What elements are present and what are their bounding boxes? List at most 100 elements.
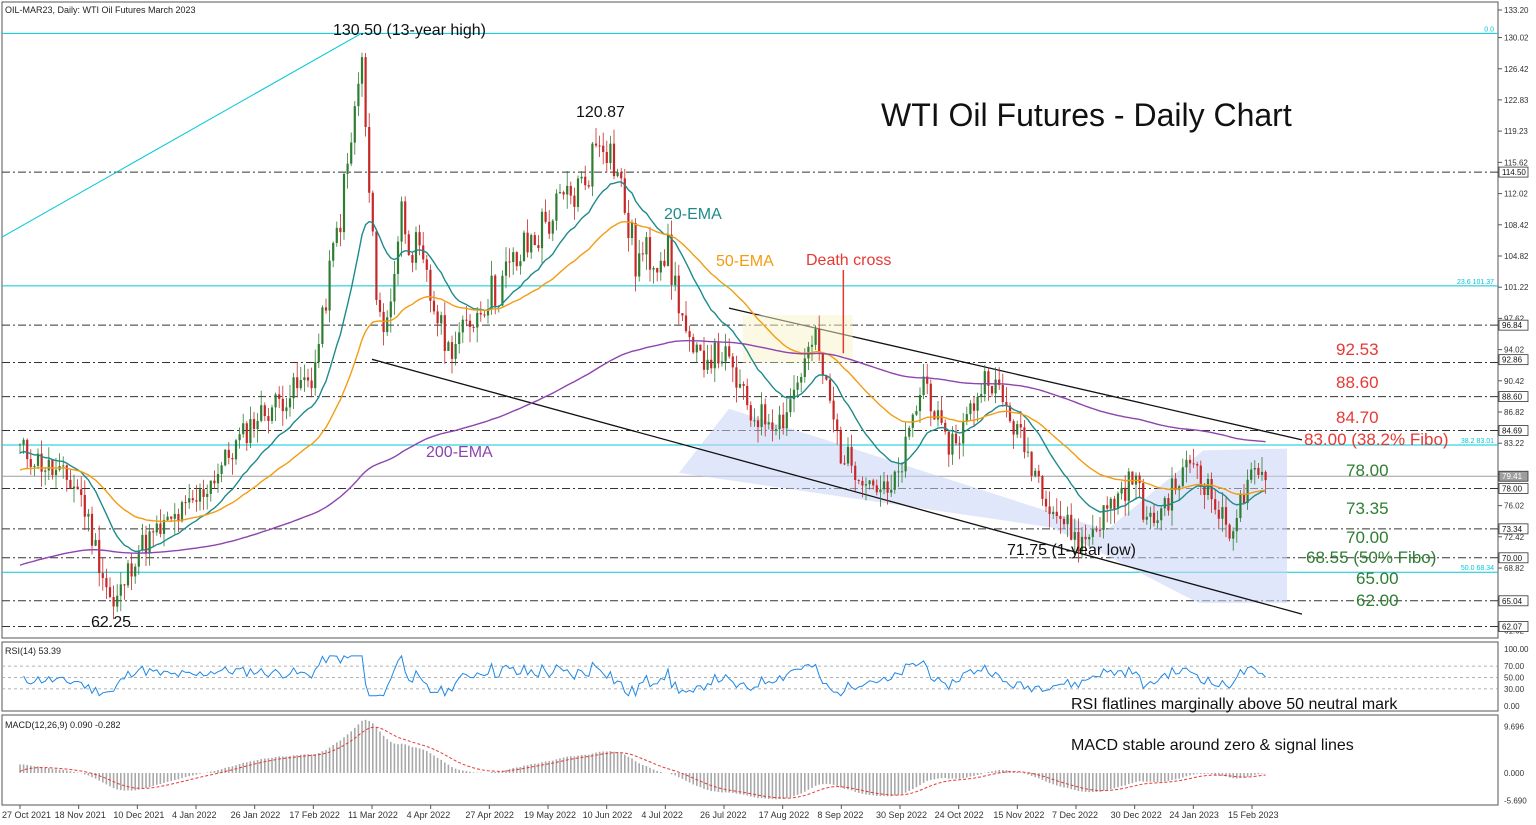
candle-body [767,422,770,425]
candle-body [281,398,284,412]
candle-body [533,235,536,246]
candle-body [364,57,367,128]
candle-body [1235,518,1238,532]
candle-body [350,142,353,164]
candle-body [180,502,184,522]
candle-body [713,342,716,369]
candle-body [800,376,803,383]
candle-body [720,361,724,364]
candle-body [256,420,259,429]
candle-body [191,498,194,501]
candle-body [771,422,774,430]
axes-layer: 133.20 130.02 126.42 122.83 119.23 115.62 112.… [2,6,1529,820]
candle-body [519,261,522,267]
candle-body [1260,471,1264,475]
candle-body [515,252,518,267]
candle-body [328,260,331,311]
price-tag-box [1498,552,1529,564]
candle-body [414,232,418,263]
candle-body [80,489,83,496]
candle-body [447,342,450,351]
candle-body [375,231,378,301]
x-axis-tick-label: 7 Dec 2022 [1052,810,1098,820]
candle-body [353,106,356,143]
candle-body [630,222,634,239]
candle-body [994,379,997,394]
candle-body [764,404,767,425]
candle-body [573,195,576,207]
candle-body [148,531,151,554]
candle-body [569,185,572,196]
candle-body [206,493,209,497]
candle-body [728,346,731,357]
candle-body [828,379,832,401]
candle-body [663,260,666,266]
candle-body [490,275,493,310]
candle-body [627,212,630,239]
candle-body [450,342,454,359]
support-70-label: 70.00 [1346,528,1389,547]
candle-body [983,371,986,395]
candle-body [1088,536,1091,540]
chart-title: WTI Oil Futures - Daily Chart [881,97,1292,133]
fibo-level-label: 0.0 [1484,26,1494,33]
ema-layer: 20-EMA 50-EMA 200-EMA [19,181,1266,566]
candle-body [1080,536,1084,552]
candle-body [522,232,526,262]
candle-body [400,201,403,242]
candle-body [242,423,245,435]
rsi-layer: 100.00 70.00 50.00 30.00 0.00 [2,645,1529,711]
candle-body [605,152,608,164]
price-tag-box [1498,319,1529,331]
candle-body [465,319,468,321]
x-axis-tick-label: 30 Sep 2022 [876,810,927,820]
symbol-title: OIL-MAR23, Daily: WTI Oil Futures March … [5,5,196,15]
candle-body [843,463,846,465]
candle-body [555,193,558,221]
resistance-92-label: 92.53 [1336,340,1379,359]
candle-body [1109,498,1112,509]
candle-body [324,307,328,311]
candle-body [908,427,911,437]
candle-body [141,534,144,551]
candle-body [1210,478,1213,500]
candle-body [598,145,601,147]
candle-body [936,410,940,420]
candle-body [965,414,968,422]
candle-body [317,343,320,363]
candle-body [1095,529,1098,531]
rsi-header: RSI(14) 53.39 [5,646,61,656]
candle-body [188,498,191,503]
candle-body [702,350,706,370]
candle-body [288,398,292,408]
candle-body [1048,506,1051,514]
candle-body [1077,532,1080,552]
candle-body [339,227,342,233]
candle-body [1001,384,1004,403]
candle-body [440,315,443,324]
candle-body [634,222,637,277]
candle-body [742,384,745,386]
candle-body [1257,467,1260,475]
price-tag-label: 114.50 [1502,168,1526,177]
y-axis-tick-label: 104.82 [1504,252,1529,261]
candle-body [893,471,896,490]
candle-body [1073,532,1076,540]
candle-body [990,385,994,394]
candle-body [44,470,47,472]
candle-body [922,376,925,396]
candle-body [123,584,126,586]
x-axis-tick-label: 27 Oct 2021 [2,810,51,820]
candle-body [1167,498,1170,511]
resistance-83-fibo-label: 83.00 (38.2% Fibo) [1304,430,1449,449]
price-tag-box [1498,166,1529,178]
candle-body [303,377,306,381]
candle-body [26,439,29,460]
y-axis-tick-label: 101.22 [1504,283,1529,292]
candle-body [418,232,421,246]
candle-body [40,453,43,472]
candle-body [1246,479,1249,504]
candle-body [886,481,889,493]
candle-body [1145,516,1148,520]
candle-body [832,400,835,420]
